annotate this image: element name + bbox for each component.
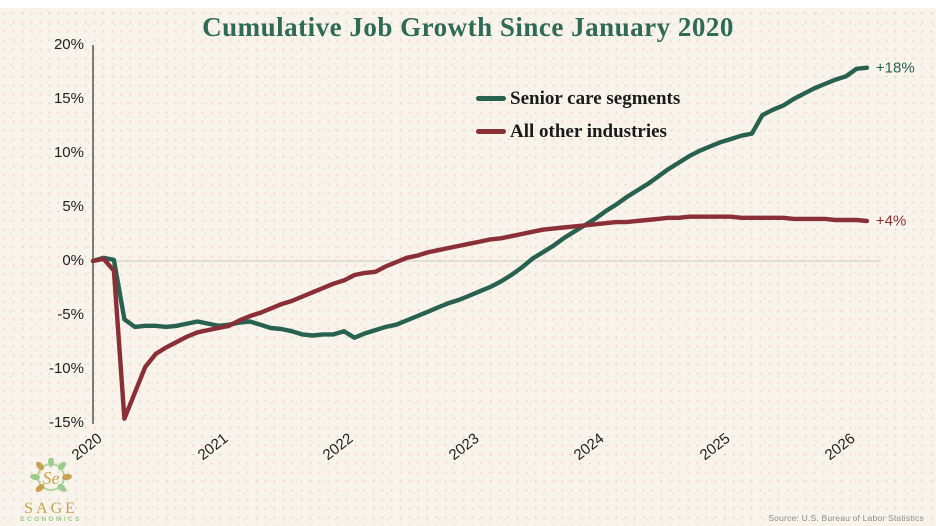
legend-swatch-all-other-icon — [476, 129, 506, 134]
y-tick-label: 15% — [53, 90, 84, 107]
sage-economics-logo: Se SAGE ECONOMICS — [12, 457, 90, 524]
series-line-1 — [90, 214, 870, 421]
y-tick-label: 0% — [62, 252, 84, 269]
legend-label: Senior care segments — [510, 87, 681, 109]
svg-text:Se: Se — [43, 468, 60, 488]
chart-title: Cumulative Job Growth Since January 2020 — [202, 12, 734, 42]
legend-label: All other industries — [510, 120, 667, 142]
logo-brand-text: SAGE — [24, 500, 78, 517]
series-end-label-all-other: +4% — [875, 212, 907, 230]
source-note: Source: U.S. Bureau of Labor Statistics — [768, 513, 924, 523]
y-tick-label: 5% — [62, 198, 84, 215]
y-tick-label: -15% — [48, 414, 84, 431]
y-tick-label: 10% — [53, 144, 84, 161]
y-tick-label: 20% — [53, 36, 84, 53]
sage-logo-emblem-icon: Se — [30, 457, 72, 492]
legend: Senior care segments All other industrie… — [476, 82, 680, 148]
series-end-label-senior-care: +18% — [875, 59, 915, 77]
y-tick-label: -5% — [57, 306, 84, 323]
legend-item-senior-care: Senior care segments — [476, 82, 680, 115]
legend-swatch-senior-care-icon — [476, 96, 506, 101]
y-tick-label: -10% — [48, 360, 84, 377]
top-edge-strip — [0, 0, 936, 8]
legend-item-all-other: All other industries — [476, 115, 680, 148]
logo-sub-text: ECONOMICS — [20, 516, 82, 523]
